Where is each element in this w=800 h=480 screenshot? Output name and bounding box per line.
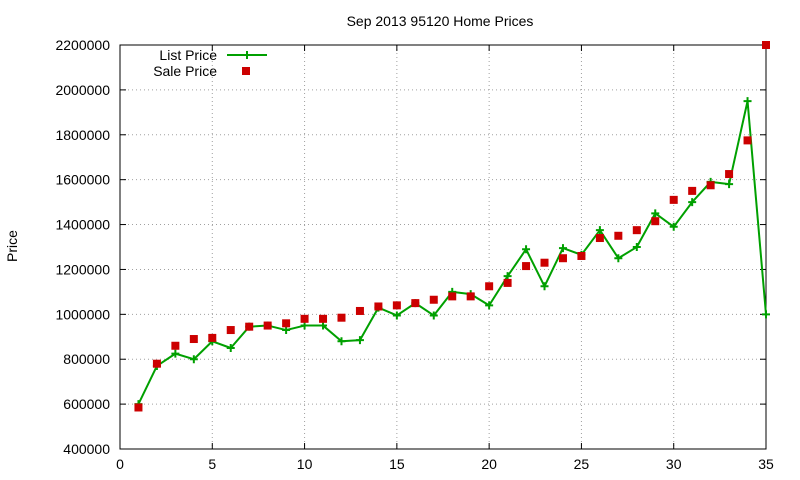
- list-price-point: [171, 349, 180, 358]
- y-tick-label: 1600000: [55, 172, 110, 188]
- list-price-point: [319, 321, 328, 330]
- sale-price-point: [189, 335, 198, 344]
- legend-label-sale-price: Sale Price: [153, 63, 217, 79]
- sale-price-point: [245, 322, 254, 331]
- sale-price-point: [466, 292, 475, 301]
- sale-price-point: [282, 319, 291, 328]
- y-tick-label: 2000000: [55, 82, 110, 98]
- sale-price-point: [448, 292, 457, 301]
- sale-price-point: [300, 314, 309, 323]
- sale-price-point: [651, 217, 660, 226]
- list-price-point: [688, 198, 697, 207]
- list-price-point: [632, 243, 641, 251]
- list-price-point: [392, 311, 401, 320]
- list-price-point: [614, 254, 623, 263]
- legend: List Price Sale Price: [153, 47, 267, 79]
- legend-label-list-price: List Price: [159, 47, 217, 63]
- sale-price-point: [558, 254, 567, 263]
- sale-price-point: [577, 251, 586, 260]
- sale-price-point: [134, 403, 143, 412]
- list-price-point: [282, 326, 291, 335]
- sale-price-point: [540, 258, 549, 267]
- y-tick-label: 600000: [63, 396, 110, 412]
- sale-price-point: [688, 186, 697, 195]
- sale-price-point: [595, 234, 604, 243]
- sale-price-point: [392, 301, 401, 310]
- x-tick-label: 0: [116, 456, 124, 472]
- sale-price-point: [485, 282, 494, 291]
- sale-price-point: [669, 195, 678, 204]
- sale-price-point: [614, 231, 623, 240]
- sale-price-point: [762, 41, 770, 49]
- y-tick-label: 400000: [63, 441, 110, 457]
- list-price-point: [226, 344, 235, 352]
- list-price-point: [725, 180, 734, 189]
- sale-price-point: [706, 181, 715, 190]
- sale-price-point: [171, 341, 180, 350]
- sale-price-point: [319, 314, 328, 323]
- sale-price-point: [429, 295, 438, 304]
- sale-price-point: [503, 278, 512, 287]
- x-tick-label: 15: [389, 456, 405, 472]
- sale-price-point: [355, 306, 364, 315]
- list-price-point: [743, 97, 752, 106]
- sale-price-point: [152, 359, 161, 368]
- x-tick-label: 35: [758, 456, 774, 472]
- y-tick-label: 1200000: [55, 261, 110, 277]
- list-price-point: [503, 272, 512, 281]
- y-tick-label: 800000: [63, 351, 110, 367]
- list-price-point: [762, 310, 770, 319]
- list-price-point: [429, 311, 438, 320]
- axis-ticks: 0 5 10 15 20 25 30 35 400000 600000 800000 1000000 1…: [55, 37, 774, 472]
- series-layer: [134, 41, 770, 412]
- sale-price-point: [725, 170, 734, 179]
- sale-price-point: [337, 313, 346, 322]
- sale-price-point: [411, 299, 420, 308]
- y-tick-label: 1000000: [55, 306, 110, 322]
- y-tick-label: 1400000: [55, 217, 110, 233]
- grid-lines: [120, 45, 766, 449]
- series-line-list-price: [137, 100, 767, 405]
- list-price-point: [651, 209, 660, 218]
- list-price-point: [355, 336, 364, 345]
- y-tick-label: 1800000: [55, 127, 110, 143]
- list-price-point: [522, 245, 531, 254]
- list-price-point: [300, 321, 309, 330]
- sale-price-point: [208, 333, 217, 342]
- plot-border: [119, 44, 767, 450]
- sale-price-point: [743, 136, 752, 145]
- list-price-point: [485, 301, 494, 310]
- x-tick-label: 10: [297, 456, 313, 472]
- x-tick-label: 30: [666, 456, 682, 472]
- list-price-point: [558, 244, 567, 253]
- list-price-point: [595, 226, 604, 235]
- legend-marker-list-price: [243, 51, 251, 59]
- x-tick-label: 20: [481, 456, 497, 472]
- list-price-point: [337, 337, 346, 346]
- sale-price-point: [632, 226, 641, 235]
- list-price-point: [540, 282, 549, 291]
- chart-title: Sep 2013 95120 Home Prices: [347, 13, 534, 29]
- sale-price-point: [522, 262, 531, 271]
- x-tick-label: 25: [574, 456, 590, 472]
- legend-marker-sale-price: [242, 67, 250, 75]
- list-price-point: [189, 355, 198, 364]
- y-tick-label: 2200000: [55, 37, 110, 53]
- y-axis-label: Price: [4, 230, 20, 262]
- x-tick-label: 5: [208, 456, 216, 472]
- list-price-point: [669, 222, 678, 231]
- sale-price-point: [226, 326, 235, 335]
- sale-price-point: [374, 302, 383, 311]
- sale-price-point: [263, 321, 272, 330]
